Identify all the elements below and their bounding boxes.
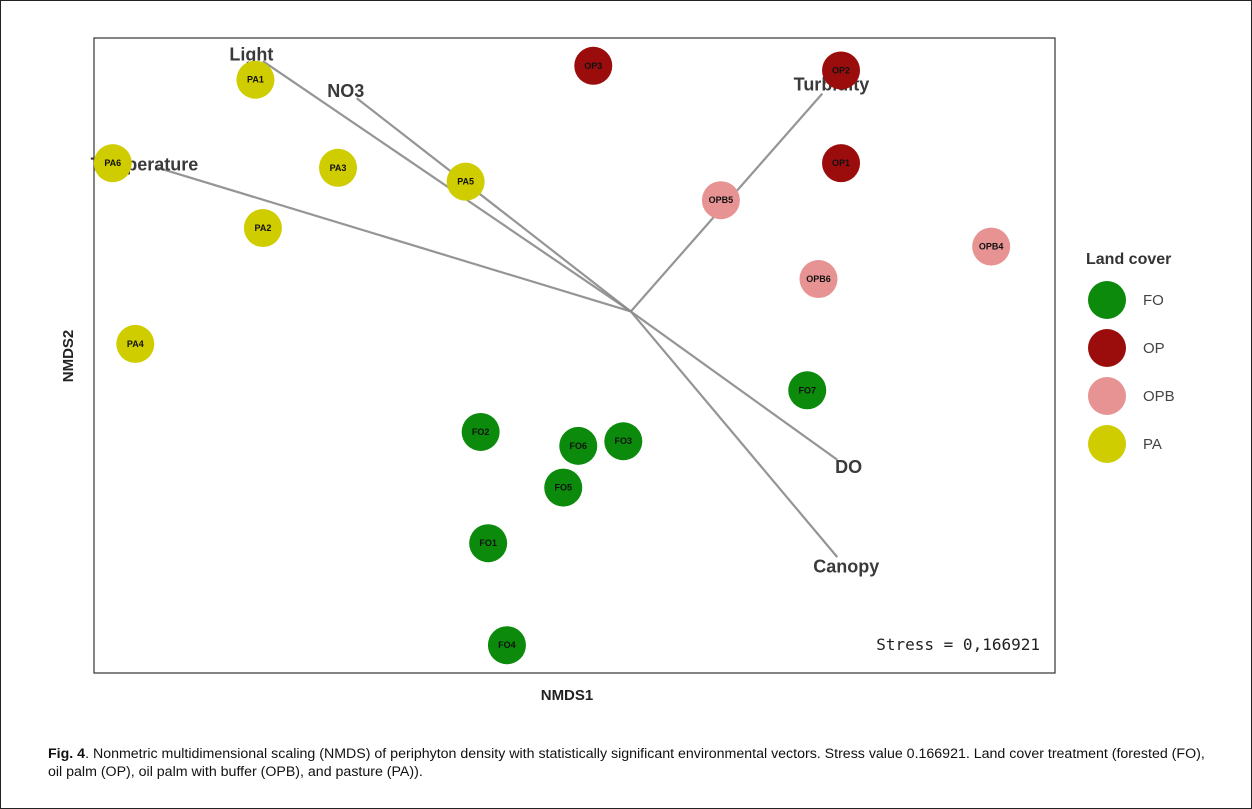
- point-fo5: [544, 468, 583, 507]
- legend-label-opb: OPB: [1143, 388, 1175, 405]
- point-pa1: [236, 60, 275, 99]
- figure-caption: Fig. 4. Nonmetric multidimensional scali…: [48, 745, 1218, 781]
- legend-title: Land cover: [1086, 251, 1171, 268]
- point-fo1: [469, 524, 508, 563]
- plot-panel: [93, 37, 1056, 674]
- vector-label-no3: NO3: [327, 81, 364, 101]
- vector-label-do: DO: [835, 457, 862, 477]
- point-label-pa1: PA1: [247, 75, 264, 85]
- vector-line-temperature: [157, 166, 632, 313]
- point-label-opb4: OPB4: [979, 242, 1004, 252]
- point-opb5: [701, 181, 740, 220]
- point-label-fo3: FO3: [615, 436, 633, 446]
- point-label-pa6: PA6: [104, 158, 121, 168]
- point-fo4: [487, 626, 526, 665]
- legend-key-op: [1088, 329, 1126, 367]
- point-opb4: [972, 227, 1011, 266]
- point-label-fo5: FO5: [554, 483, 572, 493]
- point-label-op3: OP3: [584, 61, 602, 71]
- point-pa3: [319, 148, 358, 187]
- point-label-fo7: FO7: [798, 385, 816, 395]
- point-label-pa4: PA4: [127, 339, 144, 349]
- point-fo6: [559, 426, 598, 465]
- x-axis-title: NMDS1: [541, 687, 594, 704]
- point-label-op1: OP1: [832, 158, 850, 168]
- point-label-pa3: PA3: [330, 163, 347, 173]
- point-fo7: [788, 371, 827, 410]
- point-label-fo4: FO4: [498, 640, 516, 650]
- vector-label-light: Light: [229, 44, 273, 64]
- point-layer: PA1 PA2 PA3 PA4 PA5 PA6 OP1 OP2 OP3 OPB4 OPB5 OPB6 F…: [93, 46, 1011, 665]
- point-label-fo6: FO6: [569, 441, 587, 451]
- point-label-fo2: FO2: [472, 427, 490, 437]
- legend-label-op: OP: [1143, 340, 1165, 357]
- legend: Land cover FO OP OPB PA: [1086, 251, 1175, 463]
- caption-fig-label: Fig. 4: [48, 746, 86, 762]
- vector-line-light: [262, 60, 632, 313]
- legend-label-fo: FO: [1143, 292, 1164, 309]
- legend-key-pa: [1088, 425, 1126, 463]
- point-fo2: [461, 412, 500, 451]
- point-pa4: [116, 324, 155, 363]
- vector-line-canopy: [629, 310, 839, 558]
- legend-key-fo: [1088, 281, 1126, 319]
- nmds-chart: LightNO3TemperatureTurbidityDOCanopy PA1…: [60, 37, 1175, 704]
- caption-text: . Nonmetric multidimensional scaling (NM…: [48, 746, 1205, 780]
- y-axis-title: NMDS2: [60, 330, 77, 383]
- point-op3: [574, 46, 613, 85]
- point-op2: [822, 51, 861, 90]
- vector-line-do: [630, 310, 838, 461]
- vector-label-canopy: Canopy: [813, 556, 879, 576]
- point-fo3: [604, 422, 643, 461]
- vector-layer: [157, 60, 839, 558]
- point-label-opb6: OPB6: [806, 274, 831, 284]
- legend-label-pa: PA: [1143, 436, 1162, 453]
- legend-key-opb: [1088, 377, 1126, 415]
- point-label-opb5: OPB5: [709, 195, 734, 205]
- point-label-fo1: FO1: [479, 538, 497, 548]
- point-label-pa2: PA2: [255, 223, 272, 233]
- point-opb6: [799, 260, 838, 299]
- point-op1: [822, 144, 861, 183]
- point-pa5: [446, 162, 485, 201]
- point-label-op2: OP2: [832, 65, 850, 75]
- vector-line-no3: [356, 97, 632, 313]
- point-pa6: [93, 144, 132, 183]
- point-pa2: [243, 209, 282, 248]
- stress-text: Stress = 0,166921: [876, 635, 1040, 654]
- point-label-pa5: PA5: [457, 177, 474, 187]
